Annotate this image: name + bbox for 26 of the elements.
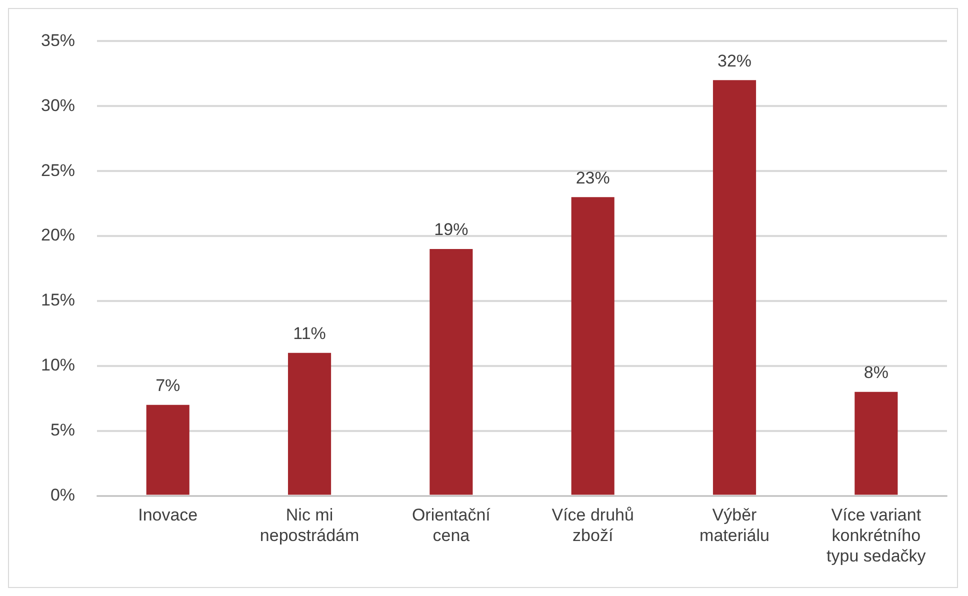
y-tick-label: 35% <box>40 30 76 50</box>
data-label: 8% <box>864 363 888 382</box>
bar <box>854 392 898 495</box>
x-tick-label: Orientační cena <box>412 506 491 546</box>
bar <box>571 197 614 495</box>
y-tick-label: 25% <box>40 160 76 180</box>
bar <box>712 80 756 495</box>
data-label: 11% <box>293 324 326 344</box>
data-label: 7% <box>156 376 180 396</box>
bar <box>430 249 473 495</box>
y-tick-label: 10% <box>40 356 76 375</box>
x-tick-label: Více variant konkrétního typu sedačky <box>826 506 926 566</box>
x-tick-label: Výběr materiálu <box>700 506 770 546</box>
data-label: 19% <box>434 220 468 240</box>
y-tick-label: 0% <box>50 485 76 504</box>
y-tick-label: 15% <box>40 290 76 310</box>
x-tick-label: Inovace <box>138 506 198 525</box>
data-label: 23% <box>576 168 610 188</box>
x-tick-label: Nic mi nepostrádám <box>260 506 360 546</box>
bar <box>288 352 332 495</box>
data-label: 32% <box>717 51 752 70</box>
bar <box>146 404 190 495</box>
x-tick-label: Více druhů zboží <box>552 506 634 546</box>
y-tick-label: 5% <box>50 420 76 440</box>
y-tick-label: 30% <box>40 96 76 115</box>
y-tick-label: 20% <box>40 226 76 245</box>
